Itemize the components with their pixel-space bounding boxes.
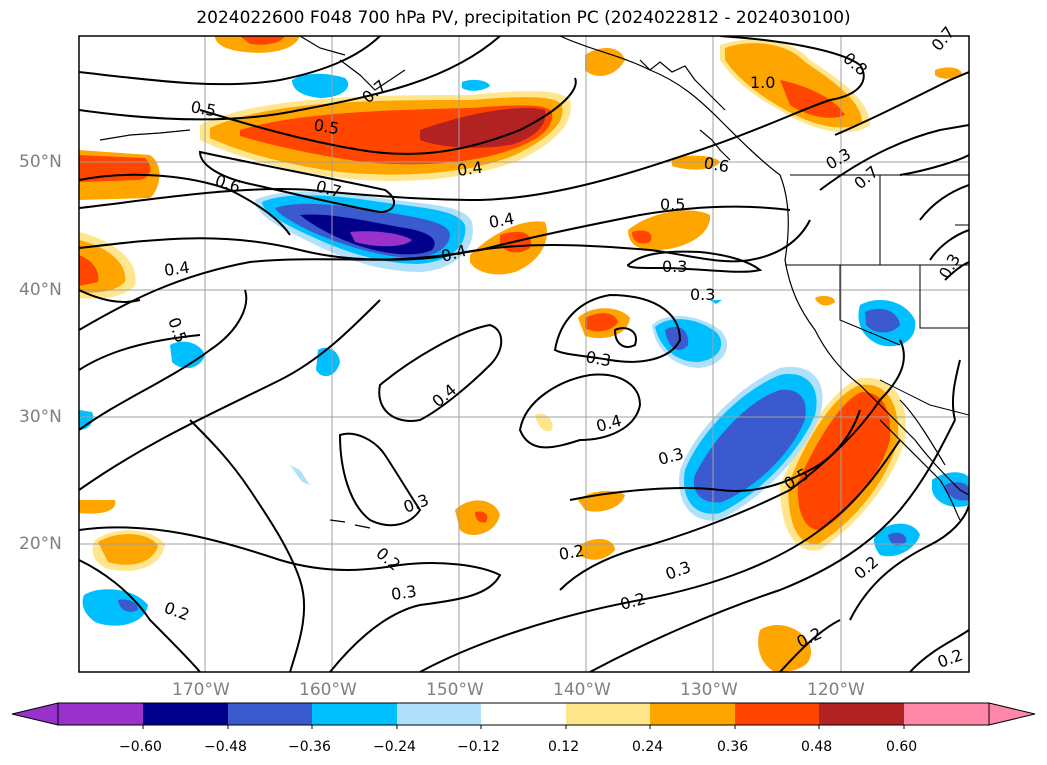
contour-label: 0.4 <box>487 209 515 232</box>
colorbar-tick-label: 0.60 <box>886 739 918 755</box>
colorbar-frame <box>57 702 990 726</box>
contour-label: 0.4 <box>428 380 460 411</box>
colorbar-cell <box>566 703 650 725</box>
contour-label: 0.3 <box>390 582 418 604</box>
colorbar-cell <box>312 703 397 725</box>
contour-label: 0.3 <box>656 444 686 469</box>
longitude-label: 150°W <box>426 680 484 700</box>
contour-label: 0.8 <box>839 49 871 80</box>
negative-precip-areas <box>79 73 969 626</box>
contour-label: 0.2 <box>372 544 404 575</box>
colorbar-tick-label: 0.12 <box>548 739 580 755</box>
longitude-label: 130°W <box>680 680 738 700</box>
contour-label: 0.4 <box>456 158 484 180</box>
colorbar <box>11 702 1036 729</box>
contour-label: 0.5 <box>189 97 217 120</box>
borders <box>785 174 969 416</box>
colorbar-tick-label: −0.12 <box>457 739 500 755</box>
colorbar-high-extension <box>988 702 1036 726</box>
contour-label: 0.3 <box>584 347 612 370</box>
colorbar-tick-label: 0.24 <box>632 739 664 755</box>
map-title: 2024022600 F048 700 hPa PV, precipitatio… <box>196 8 851 28</box>
contour-label: 1.0 <box>750 73 775 92</box>
contour-label: 0.5 <box>660 195 685 214</box>
pv-contours <box>79 36 969 672</box>
longitude-label: 120°W <box>807 680 865 700</box>
colorbar-cell <box>904 703 989 725</box>
colorbar-tick-label: 0.48 <box>801 739 833 755</box>
contour-label: 0.3 <box>935 250 964 282</box>
contour-label: 0.6 <box>702 153 730 176</box>
contour-label: 0.2 <box>618 589 648 614</box>
colorbar-cell <box>481 703 566 725</box>
contour-label: 0.2 <box>557 541 585 564</box>
colorbar-cell <box>58 703 143 725</box>
colorbar-low-extension <box>11 702 59 726</box>
colorbar-tick-label: 0.36 <box>717 739 749 755</box>
latitude-label: 40°N <box>19 280 62 300</box>
longitude-label: 170°W <box>172 680 230 700</box>
contour-label: 0.3 <box>662 257 687 276</box>
longitude-label: 140°W <box>553 680 611 700</box>
colorbar-tick-label: −0.60 <box>119 739 162 755</box>
colorbar-cell <box>650 703 735 725</box>
colorbar-cell <box>397 703 481 725</box>
contour-label: 0.7 <box>928 23 959 55</box>
contour-label: 0.4 <box>163 258 191 280</box>
contour-label: 0.3 <box>663 557 693 584</box>
colorbar-cell <box>735 703 819 725</box>
contour-label: 0.3 <box>690 285 715 304</box>
contour-label: 0.5 <box>312 115 340 138</box>
colorbar-cell <box>819 703 904 725</box>
contour-label: 0.5 <box>164 315 191 345</box>
contour-label: 0.2 <box>850 552 882 583</box>
latitude-label: 50°N <box>19 152 62 172</box>
latitude-label: 20°N <box>19 534 62 554</box>
map-frame <box>78 35 970 673</box>
colorbar-tick-label: −0.24 <box>373 739 416 755</box>
colorbar-cell <box>228 703 312 725</box>
contour-label: 0.2 <box>162 598 192 625</box>
contour-label: 0.3 <box>401 490 431 517</box>
colorbar-tick-label: −0.48 <box>204 739 247 755</box>
contour-label: 0.2 <box>935 645 965 672</box>
latitude-label: 30°N <box>19 407 62 427</box>
longitude-label: 160°W <box>299 680 357 700</box>
colorbar-cell <box>143 703 228 725</box>
colorbar-tick-label: −0.36 <box>288 739 331 755</box>
